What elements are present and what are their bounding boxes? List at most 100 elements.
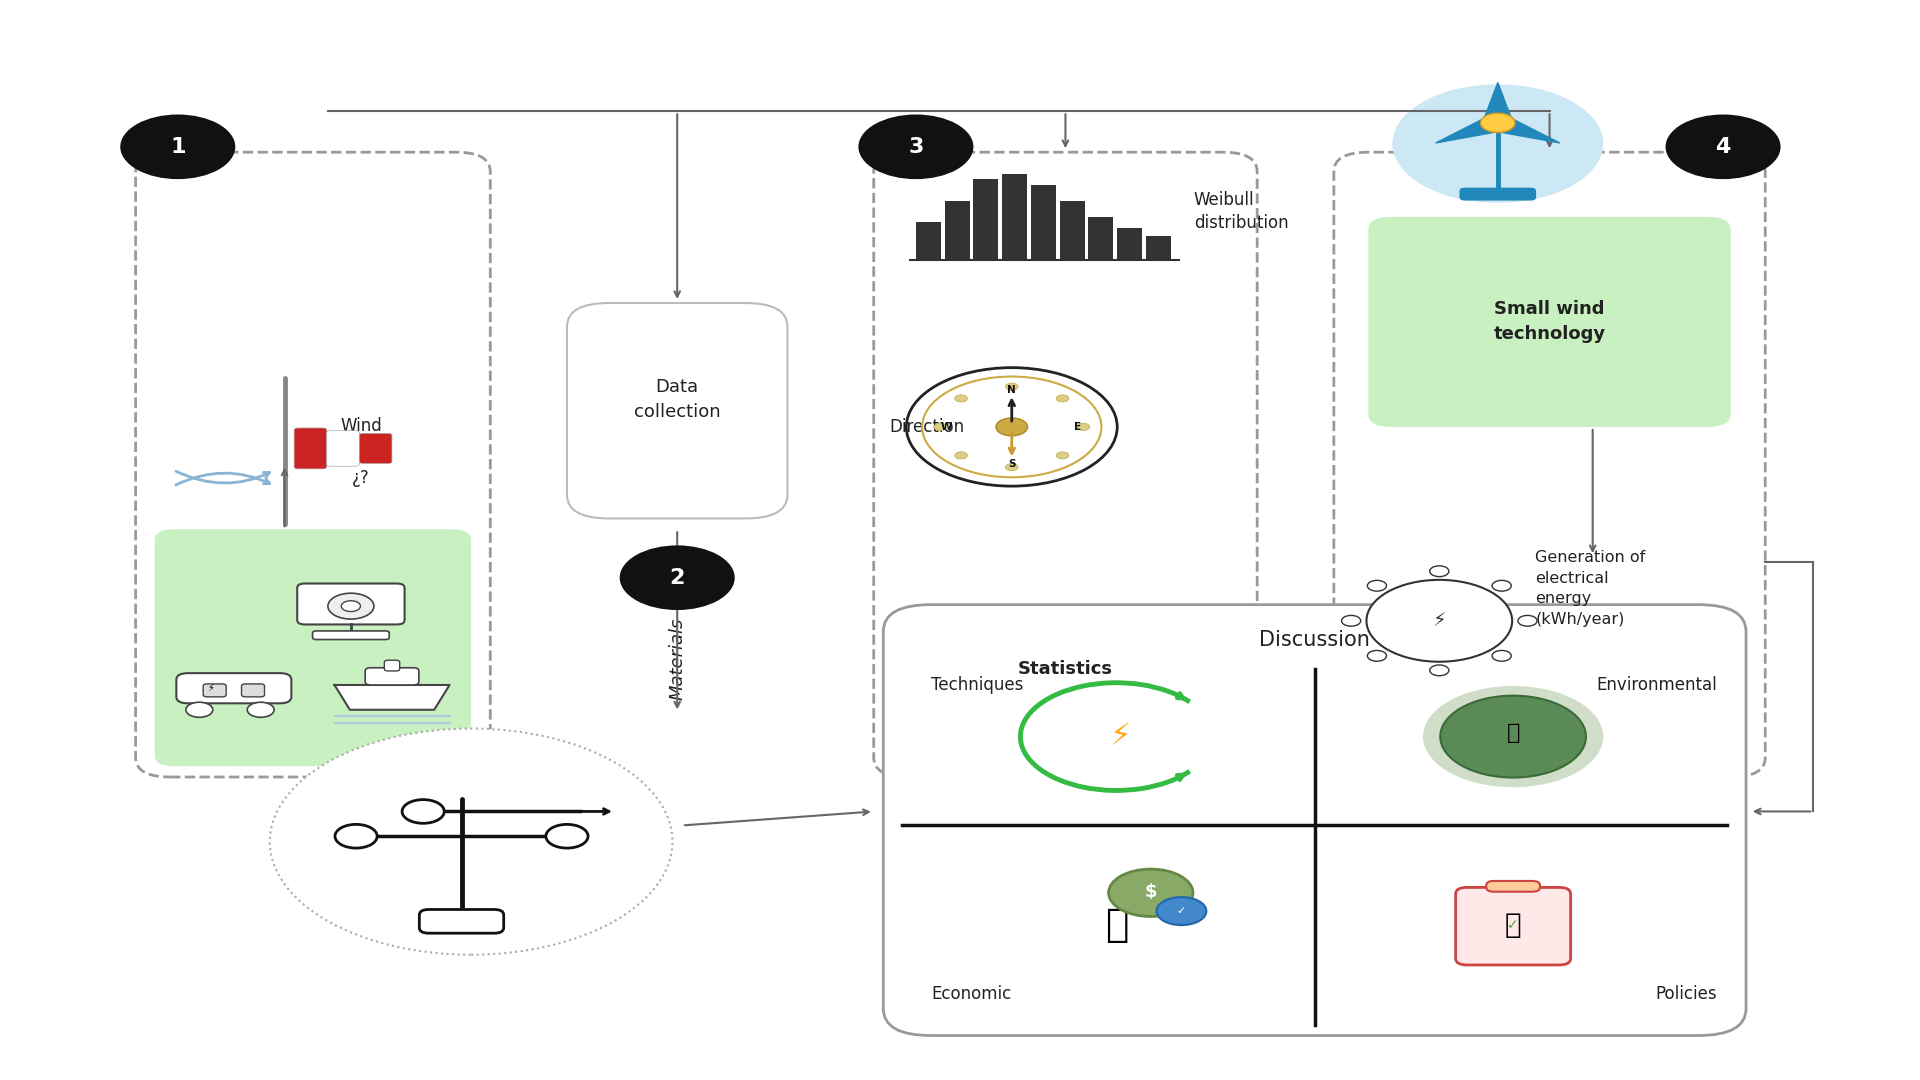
Circle shape <box>1006 383 1018 390</box>
Text: Weibull
distribution: Weibull distribution <box>1194 191 1288 232</box>
FancyBboxPatch shape <box>294 428 326 469</box>
Circle shape <box>858 114 973 179</box>
Text: S: S <box>1008 459 1016 469</box>
FancyBboxPatch shape <box>1455 888 1571 964</box>
Text: Small wind
technology: Small wind technology <box>1494 300 1605 343</box>
Text: Statistics: Statistics <box>1018 660 1114 678</box>
Circle shape <box>186 702 213 717</box>
FancyBboxPatch shape <box>313 631 390 639</box>
Bar <box>1002 174 1027 260</box>
Text: 🤲: 🤲 <box>1104 906 1127 944</box>
FancyBboxPatch shape <box>136 152 490 777</box>
FancyBboxPatch shape <box>204 684 227 697</box>
Bar <box>1089 217 1114 260</box>
Circle shape <box>1367 580 1513 662</box>
Bar <box>945 201 970 260</box>
Bar <box>1117 228 1142 260</box>
Circle shape <box>1156 897 1206 926</box>
Circle shape <box>401 799 444 823</box>
Circle shape <box>933 423 947 431</box>
Circle shape <box>1077 423 1091 431</box>
Circle shape <box>1056 451 1069 459</box>
Text: Policies: Policies <box>1655 985 1716 1003</box>
Text: ✓: ✓ <box>1177 906 1187 916</box>
Circle shape <box>1367 650 1386 661</box>
Polygon shape <box>1436 116 1505 143</box>
Circle shape <box>1430 566 1450 577</box>
Text: Direction: Direction <box>889 418 964 436</box>
Circle shape <box>996 418 1027 435</box>
Text: 3: 3 <box>908 137 924 157</box>
FancyBboxPatch shape <box>326 431 359 467</box>
Circle shape <box>1430 665 1450 676</box>
FancyBboxPatch shape <box>384 660 399 671</box>
Polygon shape <box>1482 82 1513 123</box>
Circle shape <box>1665 114 1780 179</box>
Circle shape <box>121 114 236 179</box>
FancyBboxPatch shape <box>365 667 419 685</box>
Circle shape <box>342 600 361 611</box>
Text: Data
collection: Data collection <box>634 378 720 421</box>
FancyBboxPatch shape <box>298 583 405 624</box>
Bar <box>1146 237 1171 260</box>
Circle shape <box>1492 650 1511 661</box>
Circle shape <box>620 545 735 610</box>
Text: Techniques: Techniques <box>931 676 1023 694</box>
Text: Economic: Economic <box>931 985 1012 1003</box>
FancyBboxPatch shape <box>883 605 1745 1036</box>
Bar <box>916 222 941 260</box>
Text: ⚡: ⚡ <box>207 684 215 693</box>
Text: ✓: ✓ <box>1507 918 1519 932</box>
Circle shape <box>271 729 672 955</box>
Circle shape <box>1367 580 1386 591</box>
Bar <box>1060 201 1085 260</box>
Text: ⚡: ⚡ <box>1110 723 1131 751</box>
Text: N: N <box>1008 386 1016 395</box>
FancyBboxPatch shape <box>1334 152 1764 777</box>
Circle shape <box>1480 113 1515 133</box>
Circle shape <box>1006 463 1018 471</box>
Circle shape <box>1392 84 1603 203</box>
Circle shape <box>334 824 376 848</box>
FancyBboxPatch shape <box>156 529 470 766</box>
Bar <box>1031 185 1056 260</box>
Circle shape <box>1342 616 1361 626</box>
Circle shape <box>1440 696 1586 778</box>
FancyBboxPatch shape <box>1459 188 1536 201</box>
Text: 1: 1 <box>171 137 186 157</box>
Text: Environmental: Environmental <box>1597 676 1716 694</box>
Circle shape <box>1108 869 1192 917</box>
Circle shape <box>328 593 374 619</box>
Text: W: W <box>941 422 952 432</box>
Text: 👣: 👣 <box>1507 724 1521 743</box>
Circle shape <box>954 451 968 459</box>
Text: Wind
speed
¿?: Wind speed ¿? <box>336 417 386 487</box>
Text: E: E <box>1073 422 1081 432</box>
Text: ⚡: ⚡ <box>1432 611 1446 631</box>
Text: 4: 4 <box>1715 137 1730 157</box>
Bar <box>973 179 998 260</box>
Circle shape <box>1423 686 1603 787</box>
Circle shape <box>248 702 275 717</box>
FancyBboxPatch shape <box>1369 217 1730 427</box>
Circle shape <box>1056 395 1069 402</box>
Polygon shape <box>334 685 449 710</box>
Circle shape <box>1519 616 1538 626</box>
Text: Generation of
electrical
energy
(kWh/year): Generation of electrical energy (kWh/yea… <box>1536 551 1645 626</box>
Text: $: $ <box>1144 882 1158 901</box>
Circle shape <box>1492 580 1511 591</box>
FancyBboxPatch shape <box>242 684 265 697</box>
FancyBboxPatch shape <box>1486 881 1540 892</box>
Polygon shape <box>1490 116 1559 143</box>
Text: Materials: Materials <box>668 618 685 700</box>
Text: 🛡: 🛡 <box>1505 912 1521 940</box>
Text: Discussion: Discussion <box>1260 631 1371 650</box>
FancyBboxPatch shape <box>419 909 503 933</box>
FancyBboxPatch shape <box>359 433 392 463</box>
FancyBboxPatch shape <box>177 673 292 703</box>
FancyBboxPatch shape <box>566 303 787 518</box>
FancyBboxPatch shape <box>874 152 1258 777</box>
Circle shape <box>545 824 588 848</box>
Circle shape <box>954 395 968 402</box>
Circle shape <box>906 367 1117 486</box>
